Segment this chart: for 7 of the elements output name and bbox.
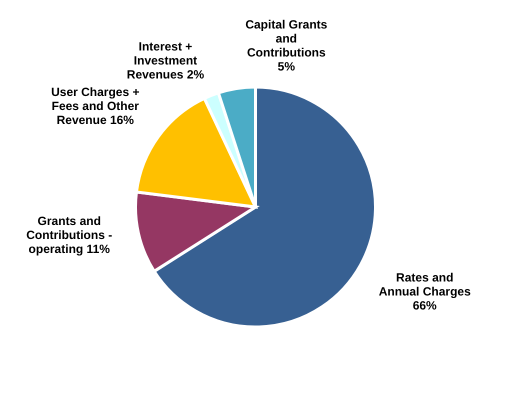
data-label: 5% — [278, 60, 296, 74]
slice-label: Interest + Investment Revenues 2% — [126, 39, 204, 82]
slice-label: Grants and Contributions - operating 11% — [26, 214, 112, 256]
data-label: 66% — [412, 298, 438, 313]
slice-label: Capital Grants and Contributions — [245, 18, 328, 60]
slice-label: Rates and Annual Charges — [378, 270, 472, 299]
slice-label: User Charges + Fees and Other Revenue 16% — [51, 85, 140, 128]
